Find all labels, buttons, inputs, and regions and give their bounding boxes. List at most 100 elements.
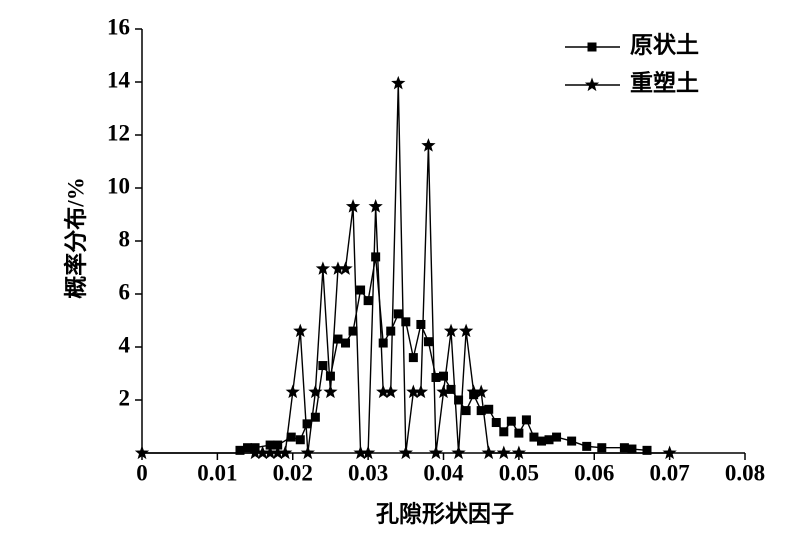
star-marker <box>345 199 361 213</box>
star-marker <box>255 445 270 460</box>
square-marker <box>416 319 426 329</box>
star-marker <box>300 445 315 460</box>
square-marker <box>318 361 328 371</box>
x-tick-label: 0.06 <box>574 460 614 485</box>
star-marker <box>391 75 406 90</box>
square-marker <box>484 404 494 414</box>
star-marker <box>360 445 376 460</box>
square-marker <box>310 412 320 422</box>
y-tick-label: 4 <box>119 332 131 357</box>
square-marker <box>386 326 396 336</box>
square-marker <box>491 418 501 428</box>
star-marker <box>436 384 451 399</box>
star-marker <box>443 323 459 338</box>
star-marker <box>247 445 263 460</box>
square-marker <box>446 384 456 394</box>
square-marker <box>476 406 486 416</box>
square-marker <box>363 296 373 306</box>
star-marker <box>134 445 150 460</box>
star-marker <box>406 384 421 399</box>
y-axis-label: 概率分布/% <box>62 177 88 298</box>
x-tick-label: 0.01 <box>197 460 237 485</box>
star-marker <box>323 384 338 399</box>
square-marker <box>529 432 539 442</box>
star-marker <box>270 445 285 460</box>
y-tick-label: 12 <box>107 120 130 145</box>
square-marker <box>356 285 366 295</box>
y-tick-label: 14 <box>107 67 131 92</box>
square-marker <box>642 445 652 455</box>
square-marker <box>536 436 546 446</box>
star-marker <box>466 384 481 399</box>
legend-label: 原状土 <box>630 31 699 57</box>
legend-label: 重塑土 <box>630 70 699 95</box>
y-tick-label: 16 <box>107 14 130 39</box>
square-marker <box>341 338 351 348</box>
square-marker <box>302 419 312 429</box>
square-marker <box>439 371 448 381</box>
x-tick-label: 0.03 <box>348 460 388 485</box>
square-marker <box>243 443 253 453</box>
square-marker <box>273 440 283 450</box>
square-marker <box>627 444 637 454</box>
square-marker <box>499 427 509 437</box>
square-marker <box>371 252 381 262</box>
square-marker <box>295 435 305 445</box>
star-marker <box>285 384 300 399</box>
square-marker <box>597 443 607 453</box>
square-marker <box>393 309 403 319</box>
square-marker <box>423 337 433 347</box>
square-marker <box>408 353 418 363</box>
square-marker <box>567 436 577 446</box>
x-tick-label: 0.05 <box>499 460 539 485</box>
y-tick-label: 10 <box>107 173 130 198</box>
star-marker <box>278 445 293 460</box>
square-marker <box>401 317 411 327</box>
star-marker <box>481 445 496 460</box>
x-tick-label: 0.02 <box>273 460 313 485</box>
square-marker <box>544 435 554 445</box>
square-marker <box>265 440 275 450</box>
x-tick-label: 0.07 <box>650 460 690 485</box>
star-marker <box>376 384 391 399</box>
x-tick-label: 0.04 <box>423 460 464 485</box>
square-marker <box>506 416 516 426</box>
star-marker <box>458 323 474 338</box>
star-marker <box>308 384 323 399</box>
square-marker <box>552 432 562 442</box>
star-marker <box>293 323 308 338</box>
x-axis-label: 孔隙形状因子 <box>376 500 514 526</box>
square-marker <box>521 415 531 425</box>
series-line <box>142 83 670 454</box>
square-marker <box>619 443 629 453</box>
square-marker <box>582 441 592 451</box>
square-marker <box>514 428 524 438</box>
star-marker <box>338 261 353 275</box>
square-marker <box>235 445 245 455</box>
y-tick-label: 8 <box>119 226 131 251</box>
square-marker <box>286 432 296 442</box>
star-marker <box>368 199 383 213</box>
star-marker <box>315 261 331 275</box>
square-marker <box>587 42 597 52</box>
y-tick-label: 2 <box>119 385 131 410</box>
star-marker <box>398 445 413 460</box>
star-marker <box>330 261 346 275</box>
star-marker <box>584 77 600 92</box>
square-marker <box>378 338 388 348</box>
square-marker <box>454 395 464 405</box>
star-marker <box>662 445 677 460</box>
y-tick-label: 6 <box>119 279 131 304</box>
square-marker <box>431 372 441 382</box>
star-marker <box>451 445 466 460</box>
star-marker <box>353 445 368 460</box>
star-marker <box>263 445 278 460</box>
star-marker <box>496 445 511 460</box>
x-tick-label: 0 <box>136 460 148 485</box>
square-marker <box>325 371 335 381</box>
star-marker <box>474 384 489 399</box>
square-marker <box>348 326 358 336</box>
star-marker <box>413 384 429 399</box>
x-tick-label: 0.08 <box>725 460 765 485</box>
